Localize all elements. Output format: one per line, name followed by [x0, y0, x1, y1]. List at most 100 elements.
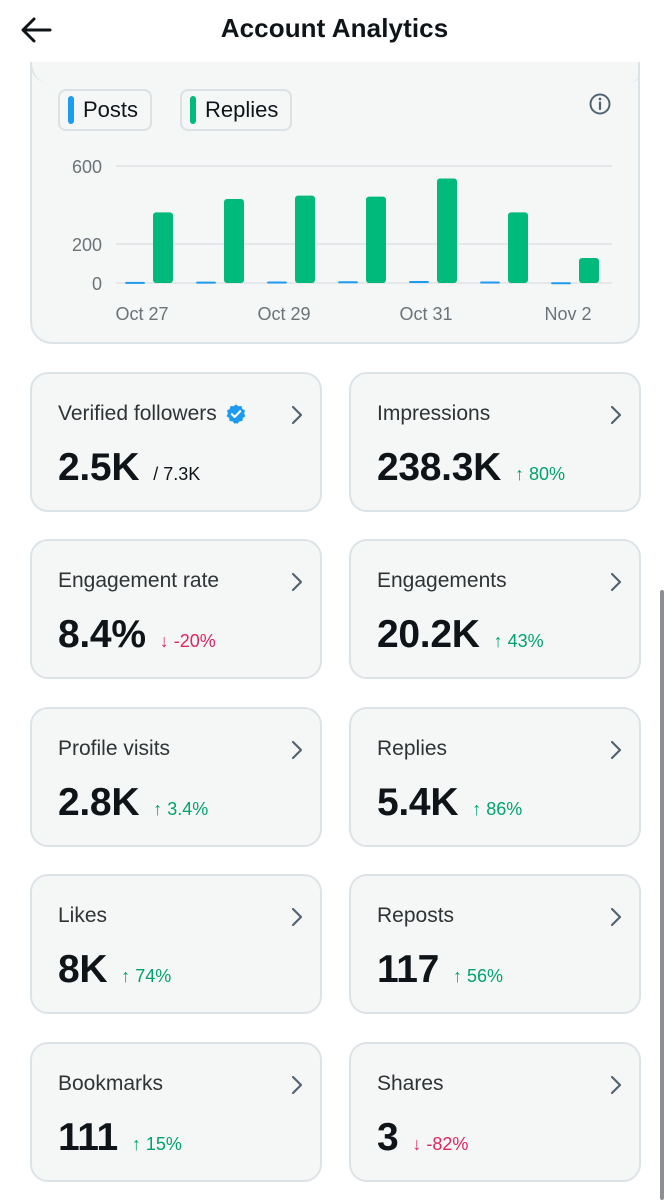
legend-posts-label: Posts	[83, 97, 139, 122]
stat-value: 20.2K	[377, 613, 480, 656]
legend-replies[interactable]: Replies	[180, 89, 293, 131]
info-icon[interactable]	[588, 92, 612, 116]
stat-label: Engagement rate	[58, 569, 219, 593]
stat-card-engagement-rate[interactable]: Engagement rate 8.4% ↓ -20%	[30, 539, 322, 679]
chevron-right-icon	[610, 1075, 622, 1095]
bar-replies[interactable]	[366, 196, 386, 283]
stat-change: ↑ 80%	[514, 464, 565, 484]
stat-label-text: Engagement rate	[58, 569, 220, 592]
stat-value: 8K	[58, 948, 108, 991]
stat-card-likes[interactable]: Likes 8K ↑ 74%	[30, 874, 322, 1014]
bar-posts[interactable]	[196, 281, 216, 284]
stat-card-profile-visits[interactable]: Profile visits 2.8K ↑ 3.4%	[30, 707, 322, 847]
stat-value: 8.4%	[58, 613, 146, 656]
chart-legend: Posts Replies	[58, 89, 293, 131]
stat-label: Replies	[377, 737, 447, 761]
stat-value-row: 111 ↑ 15%	[58, 1116, 182, 1160]
stat-value: 238.3K	[377, 446, 501, 489]
stat-value: 3	[377, 1116, 399, 1159]
stat-label-text: Profile visits	[58, 737, 171, 760]
stat-label: Reposts	[377, 904, 454, 928]
x-tick-label: Oct 27	[115, 304, 168, 324]
bar-posts[interactable]	[480, 281, 500, 284]
stat-label-text: Impressions	[377, 402, 491, 425]
bar-posts[interactable]	[551, 282, 571, 285]
stat-change: ↑ 86%	[472, 799, 523, 819]
stat-value-row: 20.2K ↑ 43%	[377, 613, 544, 657]
arrow-left-icon	[21, 17, 52, 43]
bar-posts[interactable]	[267, 281, 287, 284]
bar-replies[interactable]	[437, 178, 457, 283]
legend-posts-swatch	[68, 96, 74, 124]
bar-posts[interactable]	[409, 281, 429, 284]
chevron-right-icon	[610, 907, 622, 927]
bar-replies[interactable]	[295, 195, 315, 283]
bar-posts[interactable]	[125, 281, 145, 284]
bar-replies[interactable]	[224, 198, 244, 283]
stat-label: Bookmarks	[58, 1072, 163, 1096]
stat-total: / 7.3K	[153, 464, 201, 484]
stat-value-row: 3 ↓ -82%	[377, 1116, 468, 1160]
stat-value: 2.5K	[58, 446, 140, 489]
bar-chart: 600 200 0 Oct 27 Oct 29 Oct 31 Nov 2	[72, 157, 612, 324]
stat-value-row: 5.4K ↑ 86%	[377, 781, 522, 825]
stat-change: ↓ -82%	[412, 1134, 469, 1154]
x-tick-label: Oct 31	[399, 304, 452, 324]
stat-card-verified-followers[interactable]: Verified followers 2.5K / 7.3K	[30, 372, 322, 512]
bar-replies[interactable]	[579, 258, 599, 283]
stat-card-engagements[interactable]: Engagements 20.2K ↑ 43%	[349, 539, 641, 679]
legend-replies-label: Replies	[205, 97, 279, 122]
stat-card-shares[interactable]: Shares 3 ↓ -82%	[349, 1042, 641, 1182]
legend-posts[interactable]: Posts	[58, 89, 153, 131]
chevron-right-icon	[610, 740, 622, 760]
bar-replies[interactable]	[508, 212, 528, 283]
stat-value-row: 8.4% ↓ -20%	[58, 613, 216, 657]
stat-change: ↑ 56%	[453, 966, 504, 986]
stat-value: 111	[58, 1116, 118, 1159]
chevron-right-icon	[291, 907, 303, 927]
x-tick-label: Oct 29	[257, 304, 310, 324]
y-tick-label: 600	[72, 157, 102, 177]
chevron-right-icon	[291, 740, 303, 760]
stat-value: 117	[377, 948, 440, 991]
stat-card-impressions[interactable]: Impressions 238.3K ↑ 80%	[349, 372, 641, 512]
y-tick-label: 0	[92, 274, 102, 294]
stat-label: Impressions	[377, 402, 490, 426]
stat-card-bookmarks[interactable]: Bookmarks 111 ↑ 15%	[30, 1042, 322, 1182]
stat-value: 2.8K	[58, 781, 140, 824]
stat-change: ↓ -20%	[159, 631, 216, 651]
stat-label: Shares	[377, 1072, 444, 1096]
stat-value-row: 238.3K ↑ 80%	[377, 446, 565, 490]
back-button[interactable]	[16, 12, 56, 48]
y-tick-label: 200	[72, 235, 102, 255]
bar-posts[interactable]	[338, 281, 358, 284]
chevron-right-icon	[291, 1075, 303, 1095]
stat-change: ↑ 3.4%	[153, 799, 209, 819]
header: Account Analytics	[0, 0, 669, 62]
stat-label-text: Likes	[58, 904, 108, 927]
verified-badge-icon	[226, 404, 246, 424]
stat-change: ↑ 43%	[493, 631, 544, 651]
stat-change: ↑ 74%	[121, 966, 172, 986]
stat-label-text: Verified followers	[58, 402, 217, 425]
stat-label-text: Bookmarks	[58, 1072, 164, 1095]
stat-label: Profile visits	[58, 737, 170, 761]
stat-label-text: Replies	[377, 737, 448, 760]
stat-value-row: 2.5K / 7.3K	[58, 446, 200, 490]
legend-replies-swatch	[190, 96, 197, 124]
scrollbar[interactable]	[660, 590, 664, 1200]
stat-value-row: 8K ↑ 74%	[58, 948, 171, 992]
stat-label: Engagements	[377, 569, 507, 593]
stat-label: Likes	[58, 904, 107, 928]
chevron-right-icon	[291, 405, 303, 425]
stat-value: 5.4K	[377, 781, 459, 824]
chevron-right-icon	[610, 405, 622, 425]
stat-value-row: 2.8K ↑ 3.4%	[58, 781, 208, 825]
stat-label-text: Reposts	[377, 904, 455, 927]
stat-card-replies[interactable]: Replies 5.4K ↑ 86%	[349, 707, 641, 847]
stat-card-reposts[interactable]: Reposts 117 ↑ 56%	[349, 874, 641, 1014]
page-title: Account Analytics	[220, 13, 449, 43]
chart-card: 600 200 0 Oct 27 Oct 29 Oct 31 Nov 2 Posts Rep…	[30, 62, 640, 344]
chevron-right-icon	[610, 572, 622, 592]
bar-replies[interactable]	[153, 212, 173, 283]
